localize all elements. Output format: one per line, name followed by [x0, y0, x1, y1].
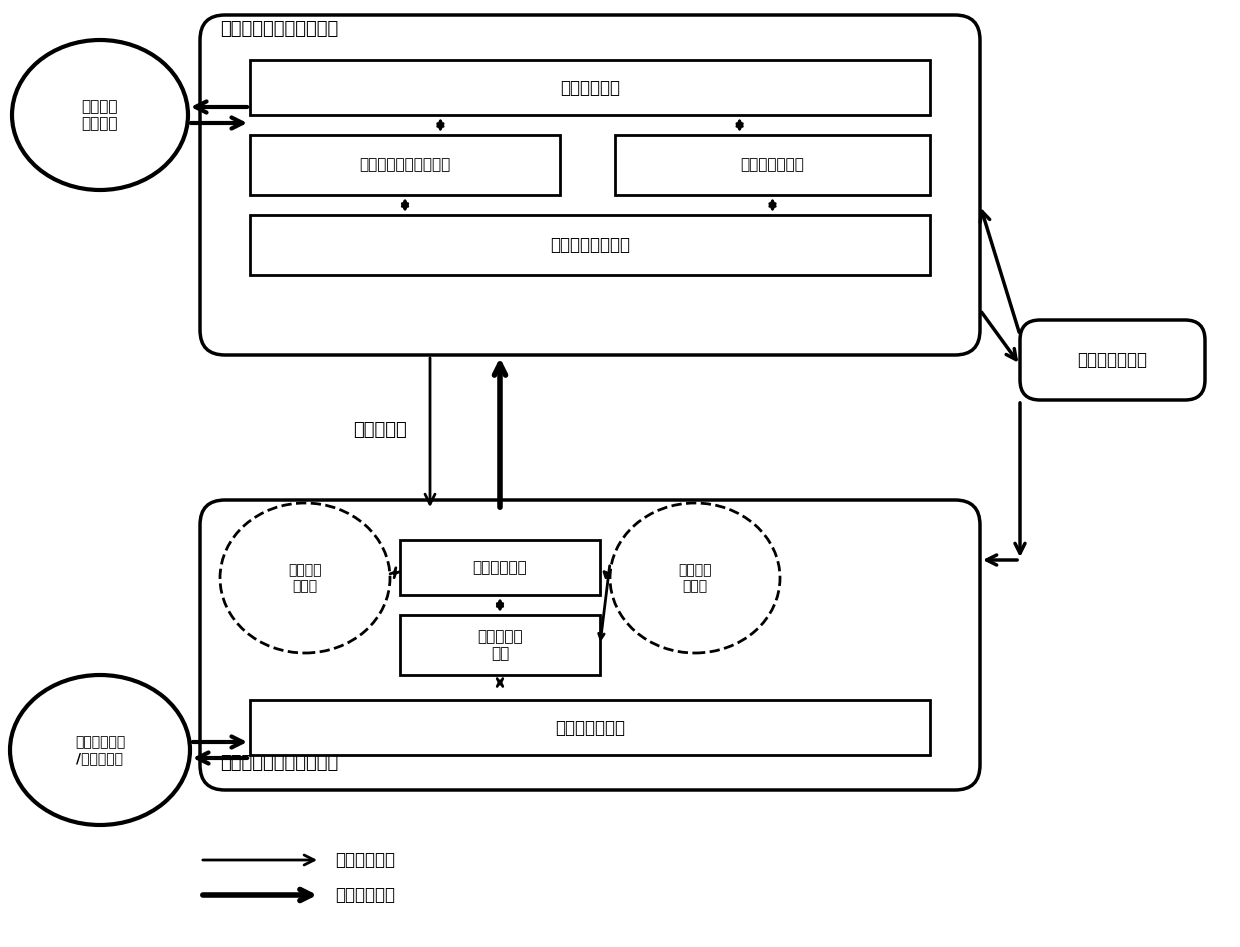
- Ellipse shape: [12, 40, 188, 190]
- Ellipse shape: [219, 503, 391, 653]
- Bar: [401, 615, 600, 675]
- Text: 子关服务模块: 子关服务模块: [472, 560, 527, 575]
- Ellipse shape: [610, 503, 780, 653]
- Text: 直向对象数据集: 直向对象数据集: [740, 157, 805, 172]
- FancyBboxPatch shape: [1021, 320, 1205, 400]
- Text: 分布式业务数据流处理: 分布式业务数据流处理: [360, 157, 450, 172]
- Text: 应用服务接口: 应用服务接口: [560, 79, 620, 97]
- Text: 数据通信网关机: 数据通信网关机: [556, 719, 625, 737]
- Text: 全局服务管理器: 全局服务管理器: [1078, 351, 1147, 369]
- Text: 发送服务请求: 发送服务请求: [335, 851, 396, 869]
- Text: 调度数据网: 调度数据网: [353, 421, 407, 439]
- Text: 调控中心透明访问客户端: 调控中心透明访问客户端: [219, 20, 339, 38]
- Text: 变电站透明访问服务器端: 变电站透明访问服务器端: [219, 754, 339, 772]
- Bar: [250, 700, 930, 755]
- Bar: [615, 135, 930, 195]
- Bar: [250, 60, 930, 115]
- FancyBboxPatch shape: [200, 15, 980, 355]
- Bar: [250, 135, 560, 195]
- Text: 返回服务数据: 返回服务数据: [335, 886, 396, 904]
- FancyBboxPatch shape: [200, 500, 980, 790]
- Text: 透明访问数据获取: 透明访问数据获取: [551, 236, 630, 254]
- Text: 对象服务化
过程: 对象服务化 过程: [477, 629, 523, 661]
- Bar: [401, 540, 600, 595]
- Bar: [250, 215, 930, 275]
- Text: 调度主站
业务应用: 调度主站 业务应用: [82, 98, 118, 132]
- Text: 变电站站控层
/间隔层服务: 变电站站控层 /间隔层服务: [74, 735, 125, 765]
- Text: 监控后台
数据库: 监控后台 数据库: [288, 563, 321, 593]
- Text: 智能设备
数据库: 智能设备 数据库: [678, 563, 712, 593]
- Ellipse shape: [10, 675, 190, 825]
